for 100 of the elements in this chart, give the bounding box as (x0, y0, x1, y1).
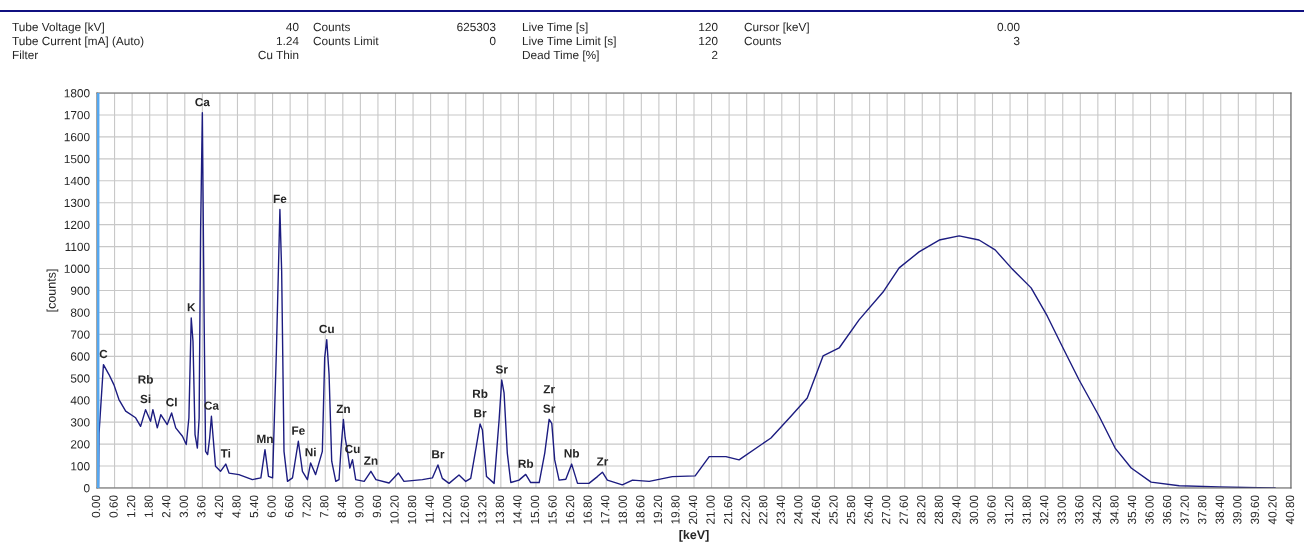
annotation: Cu (319, 324, 334, 334)
x-tick-label: 8.40 (337, 495, 346, 518)
x-tick-label: 29.40 (952, 495, 961, 524)
x-tick-label: 22.80 (759, 495, 768, 524)
y-tick-label: 500 (70, 374, 90, 383)
x-tick-label: 35.40 (1127, 495, 1137, 525)
annotation: Nb (564, 448, 580, 458)
x-tick-label: 33.60 (1075, 495, 1084, 525)
y-tick-label: 1500 (64, 154, 90, 164)
y-tick-label: 1800 (64, 89, 90, 98)
x-tick-label: 38.40 (1215, 495, 1224, 525)
y-tick-label: 100 (71, 462, 90, 471)
text: 0.00 (997, 22, 1020, 32)
y-tick-label: 1400 (64, 176, 90, 186)
x-tick-label: 1.20 (126, 495, 136, 518)
text: 2 (712, 50, 718, 60)
x-tick-label: 34.80 (1110, 495, 1119, 525)
x-tick-label: 13.20 (478, 495, 487, 524)
text: 1.24 (276, 36, 299, 46)
text: Cursor [keV] (744, 22, 809, 34)
x-tick-label: 6.60 (284, 495, 294, 518)
text: Tube Voltage [kV] (12, 22, 104, 34)
annotation: Ni (305, 447, 316, 457)
x-tick-label: 25.20 (829, 495, 838, 524)
text: Live Time [s] (522, 22, 588, 34)
x-tick-label: 19.20 (653, 495, 663, 524)
text: 625303 (457, 22, 496, 32)
x-tick-label: 28.20 (917, 495, 926, 524)
text: Counts Limit (313, 36, 379, 46)
text: Filter (12, 50, 39, 60)
x-tick-label: 12.60 (460, 495, 469, 524)
y-tick-label: 0 (83, 484, 90, 493)
x-tick-label: 36.60 (1162, 495, 1172, 525)
x-tick-label: 10.20 (390, 495, 399, 524)
x-tick-label: 31.20 (1004, 495, 1014, 525)
annotation: Sr (543, 404, 556, 413)
x-tick-label: 20.40 (688, 495, 698, 524)
y-tick-label: 200 (70, 440, 90, 449)
text: Cu Thin (258, 50, 299, 60)
x-tick-label: 16.80 (583, 495, 592, 524)
x-tick-label: 37.80 (1198, 495, 1207, 525)
annotation: Si (140, 394, 151, 404)
x-tick-label: 1.80 (144, 495, 153, 518)
y-tick-label: 1300 (64, 198, 90, 208)
x-tick-label: 12.00 (442, 495, 452, 524)
annotation: C (99, 349, 108, 359)
x-tick-label: 18.00 (618, 495, 627, 524)
x-tick-label: 3.60 (197, 495, 206, 518)
annotation: Br (432, 450, 445, 459)
annotation: Zr (543, 385, 555, 394)
x-tick-label: 30.00 (969, 495, 979, 525)
x-tick-label: 26.40 (864, 495, 873, 524)
x-tick-label: 4.80 (232, 495, 241, 518)
annotation: Zr (596, 457, 609, 466)
y-tick-label: 1700 (64, 110, 90, 120)
annotation: Cl (166, 397, 177, 407)
x-tick-label: 33.00 (1057, 495, 1066, 525)
x-tick-label: 21.60 (723, 495, 733, 524)
x-tick-label: 6.00 (267, 495, 276, 518)
x-tick-label: 18.60 (636, 495, 645, 524)
text: 120 (699, 22, 718, 32)
text: Tube Current [mA] (Auto) (12, 36, 144, 48)
x-tick-label: 39.60 (1250, 495, 1260, 525)
annotation: Fe (273, 194, 287, 204)
x-tick-label: 0.60 (109, 495, 118, 518)
y-tick-label: 1200 (64, 220, 90, 230)
x-tick-label: 37.20 (1180, 495, 1189, 525)
annotation: Mn (257, 434, 273, 443)
annotation: Rb (473, 389, 488, 398)
x-tick-label: 4.20 (214, 495, 224, 518)
annotation: Ca (195, 97, 210, 107)
x-tick-label: 9.60 (372, 495, 382, 518)
x-tick-label: 0.00 (91, 495, 101, 518)
x-tick-label: 24.60 (811, 495, 821, 524)
x-tick-label: 5.40 (249, 495, 259, 518)
annotation: K (187, 303, 196, 312)
x-tick-label: 9.00 (355, 495, 364, 518)
x-tick-label: 25.80 (846, 495, 856, 524)
x-tick-label: 27.00 (881, 495, 891, 524)
x-tick-label: 15.60 (548, 495, 557, 524)
x-tick-label: 23.40 (776, 495, 785, 524)
x-tick-label: 16.20 (565, 495, 575, 524)
text: 3 (1013, 36, 1020, 46)
x-tick-label: 10.80 (407, 495, 417, 524)
x-tick-label: 34.20 (1092, 495, 1102, 525)
y-tick-label: 700 (70, 330, 90, 339)
text: 0 (489, 36, 496, 46)
y-tick-label: 1100 (65, 242, 90, 252)
x-tick-label: 30.60 (987, 495, 996, 525)
text: 40 (286, 22, 299, 32)
x-tick-label: 15.00 (530, 495, 540, 524)
text: 120 (699, 36, 718, 46)
x-tick-label: 24.00 (794, 495, 803, 524)
x-tick-label: 28.80 (934, 495, 943, 524)
x-tick-label: 22.20 (741, 495, 750, 524)
annotation: Rb (518, 459, 534, 468)
x-tick-label: 19.80 (671, 495, 680, 524)
x-tick-label: 31.80 (1022, 495, 1031, 525)
x-tick-label: 3.00 (179, 495, 188, 518)
x-tick-label: 40.80 (1285, 495, 1295, 525)
